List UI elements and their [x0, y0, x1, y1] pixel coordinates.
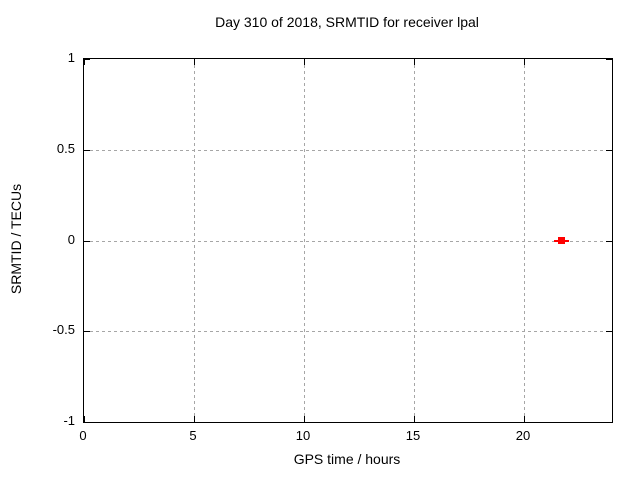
plot-area [83, 58, 613, 423]
x-tick-mark [84, 416, 85, 422]
x-tick-label: 15 [405, 428, 421, 443]
y-tick-mark [84, 240, 90, 242]
y-gridline [84, 149, 612, 151]
x-tick-mark [194, 416, 195, 422]
x-tick-mark-mirror [304, 59, 305, 65]
y-gridline [84, 331, 612, 333]
x-tick-mark-mirror [414, 59, 415, 65]
x-tick-mark [524, 416, 525, 422]
y-tick-label: -1 [63, 413, 75, 428]
chart-title: Day 310 of 2018, SRMTID for receiver lpa… [215, 14, 479, 30]
data-point [557, 237, 565, 244]
y-tick-mark [84, 59, 90, 60]
y-tick-mark-mirror [606, 149, 612, 151]
y-tick-mark-mirror [606, 331, 612, 333]
y-tick-mark-mirror [606, 422, 612, 423]
x-tick-label: 5 [189, 428, 197, 443]
x-tick-mark-mirror [524, 59, 525, 65]
y-tick-mark [84, 422, 90, 423]
x-tick-mark-mirror [194, 59, 195, 65]
x-tick-label: 20 [515, 428, 531, 443]
x-tick-label: 0 [79, 428, 87, 443]
y-tick-label: 0 [67, 231, 75, 247]
y-tick-mark [84, 149, 90, 151]
y-tick-label: 0.5 [56, 140, 75, 156]
x-axis-label: GPS time / hours [293, 451, 401, 467]
y-tick-mark-mirror [606, 59, 612, 60]
y-tick-mark-mirror [606, 240, 612, 242]
x-tick-mark-mirror [84, 59, 85, 65]
x-tick-mark [304, 416, 305, 422]
y-tick-mark [84, 331, 90, 333]
x-tick-mark [414, 416, 415, 422]
y-gridline [84, 240, 612, 242]
x-tick-label: 10 [295, 428, 311, 443]
y-tick-label: -0.5 [52, 322, 75, 338]
y-tick-label: 1 [67, 50, 75, 65]
